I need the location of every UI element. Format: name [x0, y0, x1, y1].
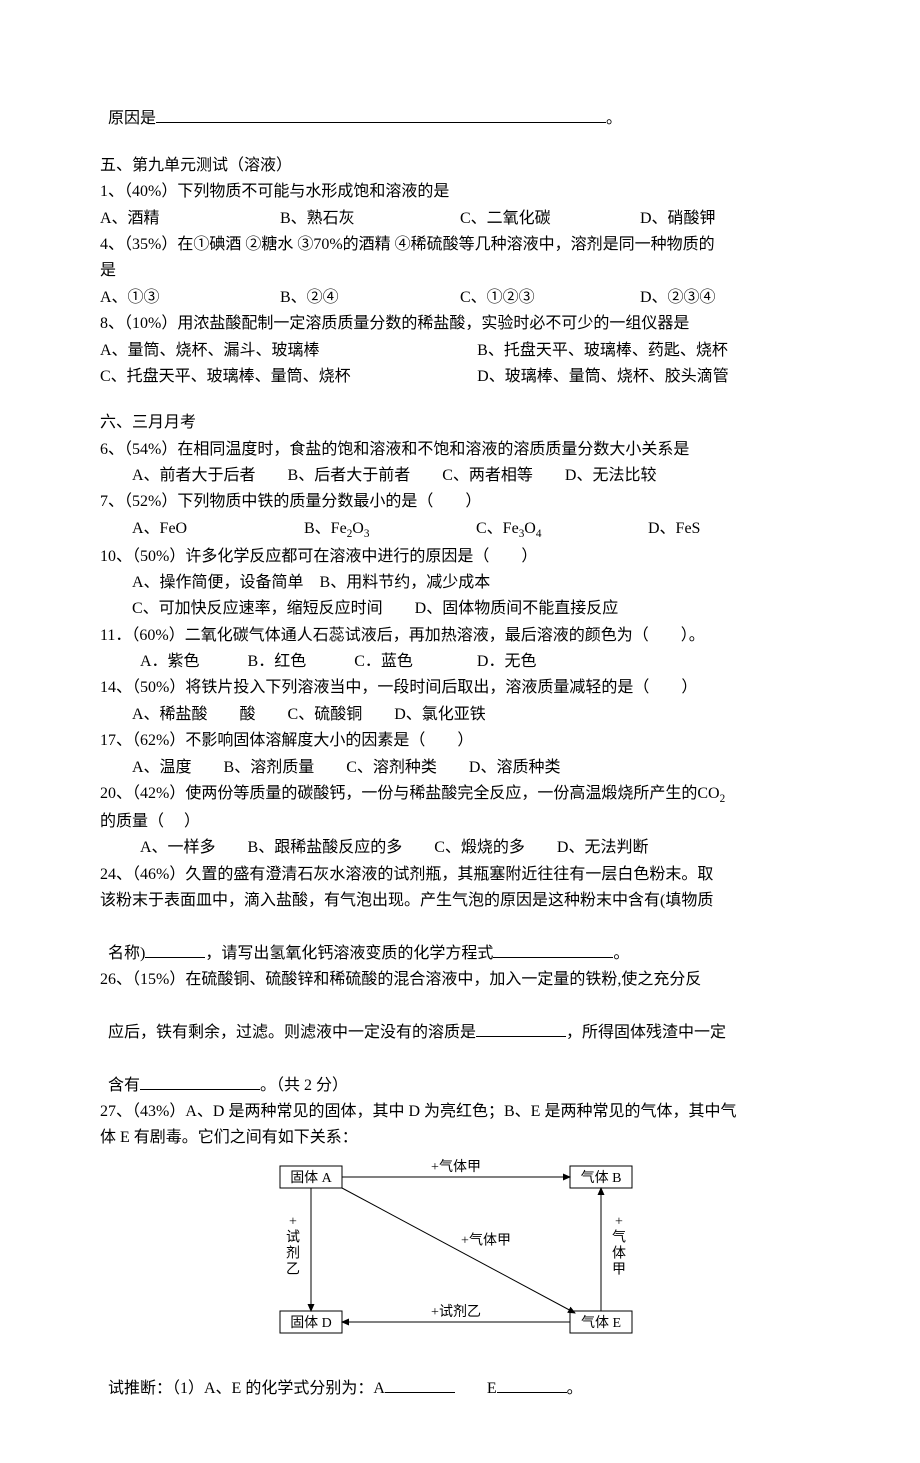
label-left: +试剂乙 [286, 1214, 300, 1277]
s6-q7-D: D、FeS [648, 516, 820, 544]
s5-q8-stem: 8、（10%）用浓盐酸配制一定溶质质量分数的稀盐酸，实验时必不可少的一组仪器是 [100, 311, 820, 337]
blank-24a [145, 941, 205, 958]
reason-prefix: 原因是 [108, 110, 156, 127]
s6-q27-line1: 27、（43%）A、D 是两种常见的固体，其中 D 为亮红色；B、E 是两种常见… [100, 1099, 820, 1125]
s6-q10-stem: 10、（50%）许多化学反应都可在溶液中进行的原因是（ ） [100, 544, 820, 570]
node-A-label: 固体 A [290, 1170, 332, 1186]
s6-q17-stem: 17、（62%）不影响固体溶解度大小的因素是（ ） [100, 728, 820, 754]
s5-q8-C: C、托盘天平、玻璃棒、量筒、烧杯 [100, 364, 477, 390]
blank-reason [156, 106, 606, 123]
s6-q24-line2: 该粉末于表面皿中，滴入盐酸，有气泡出现。产生气泡的原因是这种粉末中含有(填物质 [100, 888, 820, 914]
s6-q17-opts: A、温度 B、溶剂质量 C、溶剂种类 D、溶质种类 [100, 755, 820, 781]
s6-q7-opts: A、FeO B、Fe2O3 C、Fe3O4 D、FeS [100, 516, 820, 544]
edge-A-E [342, 1188, 575, 1313]
s6-q11-opts: A．紫色 B．红色 C．蓝色 D．无色 [100, 649, 820, 675]
s5-q8-B: B、托盘天平、玻璃棒、药匙、烧杯 [477, 338, 820, 364]
s6-q11-stem: 11．（60%）二氧化碳气体通人石蕊试液后，再加热溶液，最后溶液的颜色为（ ）。 [100, 623, 820, 649]
s5-q1-opts: A、酒精 B、熟石灰 C、二氧化碳 D、硝酸钾 [100, 206, 820, 232]
s6-q6-stem: 6、（54%）在相同温度时，食盐的饱和溶液和不饱和溶液的溶质质量分数大小关系是 [100, 437, 820, 463]
s5-q1-A: A、酒精 [100, 206, 280, 232]
s5-q4-C: C、①②③ [460, 285, 640, 311]
s6-q26-line2: 应后，铁有剩余，过滤。则滤液中一定没有的溶质是，所得固体残渣中一定 [100, 993, 820, 1046]
s6-q26-line3: 含有。（共 2 分） [100, 1046, 820, 1099]
s6-q6-opts: A、前者大于后者 B、后者大于前者 C、两者相等 D、无法比较 [100, 463, 820, 489]
s6-q10-line2: C、可加快反应速率，缩短反应时间 D、固体物质间不能直接反应 [100, 596, 820, 622]
s6-q27-line2: 体 E 有剧毒。它们之间有如下关系： [100, 1125, 820, 1151]
node-E-label: 气体 E [581, 1315, 621, 1331]
s6-q24-line3: 名称)，请写出氢氧化钙溶液变质的化学方程式。 [100, 914, 820, 967]
s5-q4-stem2: 是 [100, 258, 820, 284]
section5-heading: 五、第九单元测试（溶液） [100, 153, 820, 179]
blank-26b [140, 1073, 260, 1090]
s6-q27-infer: 试推断：（1）A、E 的化学式分别为：A E。 [100, 1350, 820, 1403]
s6-q26-line1: 26、（15%）在硫酸铜、硫酸锌和稀硫酸的混合溶液中，加入一定量的铁粉,使之充分… [100, 967, 820, 993]
s5-q4-A: A、①③ [100, 285, 280, 311]
blank-27E [497, 1376, 567, 1393]
s6-q24-line1: 24、（46%）久置的盛有澄清石灰水溶液的试剂瓶，其瓶塞附近往往有一层白色粉末。… [100, 862, 820, 888]
s5-q4-D: D、②③④ [640, 285, 820, 311]
blank-27A [385, 1376, 455, 1393]
s6-q14-opts: A、稀盐酸 酸 C、硫酸铜 D、氯化亚铁 [100, 702, 820, 728]
s5-q4-stem1: 4、（35%）在①碘酒 ②糖水 ③70%的酒精 ④稀硫酸等几种溶液中，溶剂是同一… [100, 232, 820, 258]
s5-q8-D: D、玻璃棒、量筒、烧杯、胶头滴管 [477, 364, 820, 390]
q27-diagram: 固体 A 气体 B 固体 D 气体 E +气体甲 +气体甲 +试剂乙 +试剂乙 +气体甲 [100, 1156, 820, 1346]
blank-24b [493, 941, 613, 958]
node-B-label: 气体 B [581, 1170, 622, 1186]
s6-q20-stem1: 20、（42%）使两份等质量的碳酸钙，一份与稀盐酸完全反应，一份高温煅烧所产生的… [100, 781, 820, 809]
s6-q20-stem2: 的质量（ ） [100, 809, 820, 835]
s5-q1-C: C、二氧化碳 [460, 206, 640, 232]
reason-line: 原因是 。 [100, 80, 820, 133]
s5-q8-A: A、量筒、烧杯、漏斗、玻璃棒 [100, 338, 477, 364]
flowchart-svg: 固体 A 气体 B 固体 D 气体 E +气体甲 +气体甲 +试剂乙 +试剂乙 +气体甲 [250, 1156, 670, 1346]
label-diag: +气体甲 [461, 1232, 511, 1248]
s5-q4-B: B、②④ [280, 285, 460, 311]
s5-q8-opts-row2: C、托盘天平、玻璃棒、量筒、烧杯 D、玻璃棒、量筒、烧杯、胶头滴管 [100, 364, 820, 390]
s5-q1-B: B、熟石灰 [280, 206, 460, 232]
label-top: +气体甲 [431, 1159, 481, 1175]
section6-heading: 六、三月月考 [100, 410, 820, 436]
s5-q1-stem: 1、（40%）下列物质不可能与水形成饱和溶液的是 [100, 179, 820, 205]
node-D-label: 固体 D [290, 1315, 332, 1331]
s6-q7-A: A、FeO [132, 516, 304, 544]
s6-q7-C: C、Fe3O4 [476, 516, 648, 544]
s6-q7-stem: 7、（52%）下列物质中铁的质量分数最小的是（ ） [100, 489, 820, 515]
s6-q20-opts: A、一样多 B、跟稀盐酸反应的多 C、煅烧的多 D、无法判断 [100, 835, 820, 861]
blank-26a [476, 1020, 566, 1037]
label-bottom: +试剂乙 [431, 1304, 481, 1320]
s5-q4-opts: A、①③ B、②④ C、①②③ D、②③④ [100, 285, 820, 311]
period: 。 [606, 110, 622, 127]
s6-q14-stem: 14、（50%）将铁片投入下列溶液当中，一段时间后取出，溶液质量减轻的是（ ） [100, 675, 820, 701]
s6-q10-line1: A、操作简便，设备简单 B、用料节约，减少成本 [100, 570, 820, 596]
label-right: +气体甲 [612, 1214, 626, 1277]
s5-q8-opts-row1: A、量筒、烧杯、漏斗、玻璃棒 B、托盘天平、玻璃棒、药匙、烧杯 [100, 338, 820, 364]
s6-q7-B: B、Fe2O3 [304, 516, 476, 544]
s5-q1-D: D、硝酸钾 [640, 206, 820, 232]
